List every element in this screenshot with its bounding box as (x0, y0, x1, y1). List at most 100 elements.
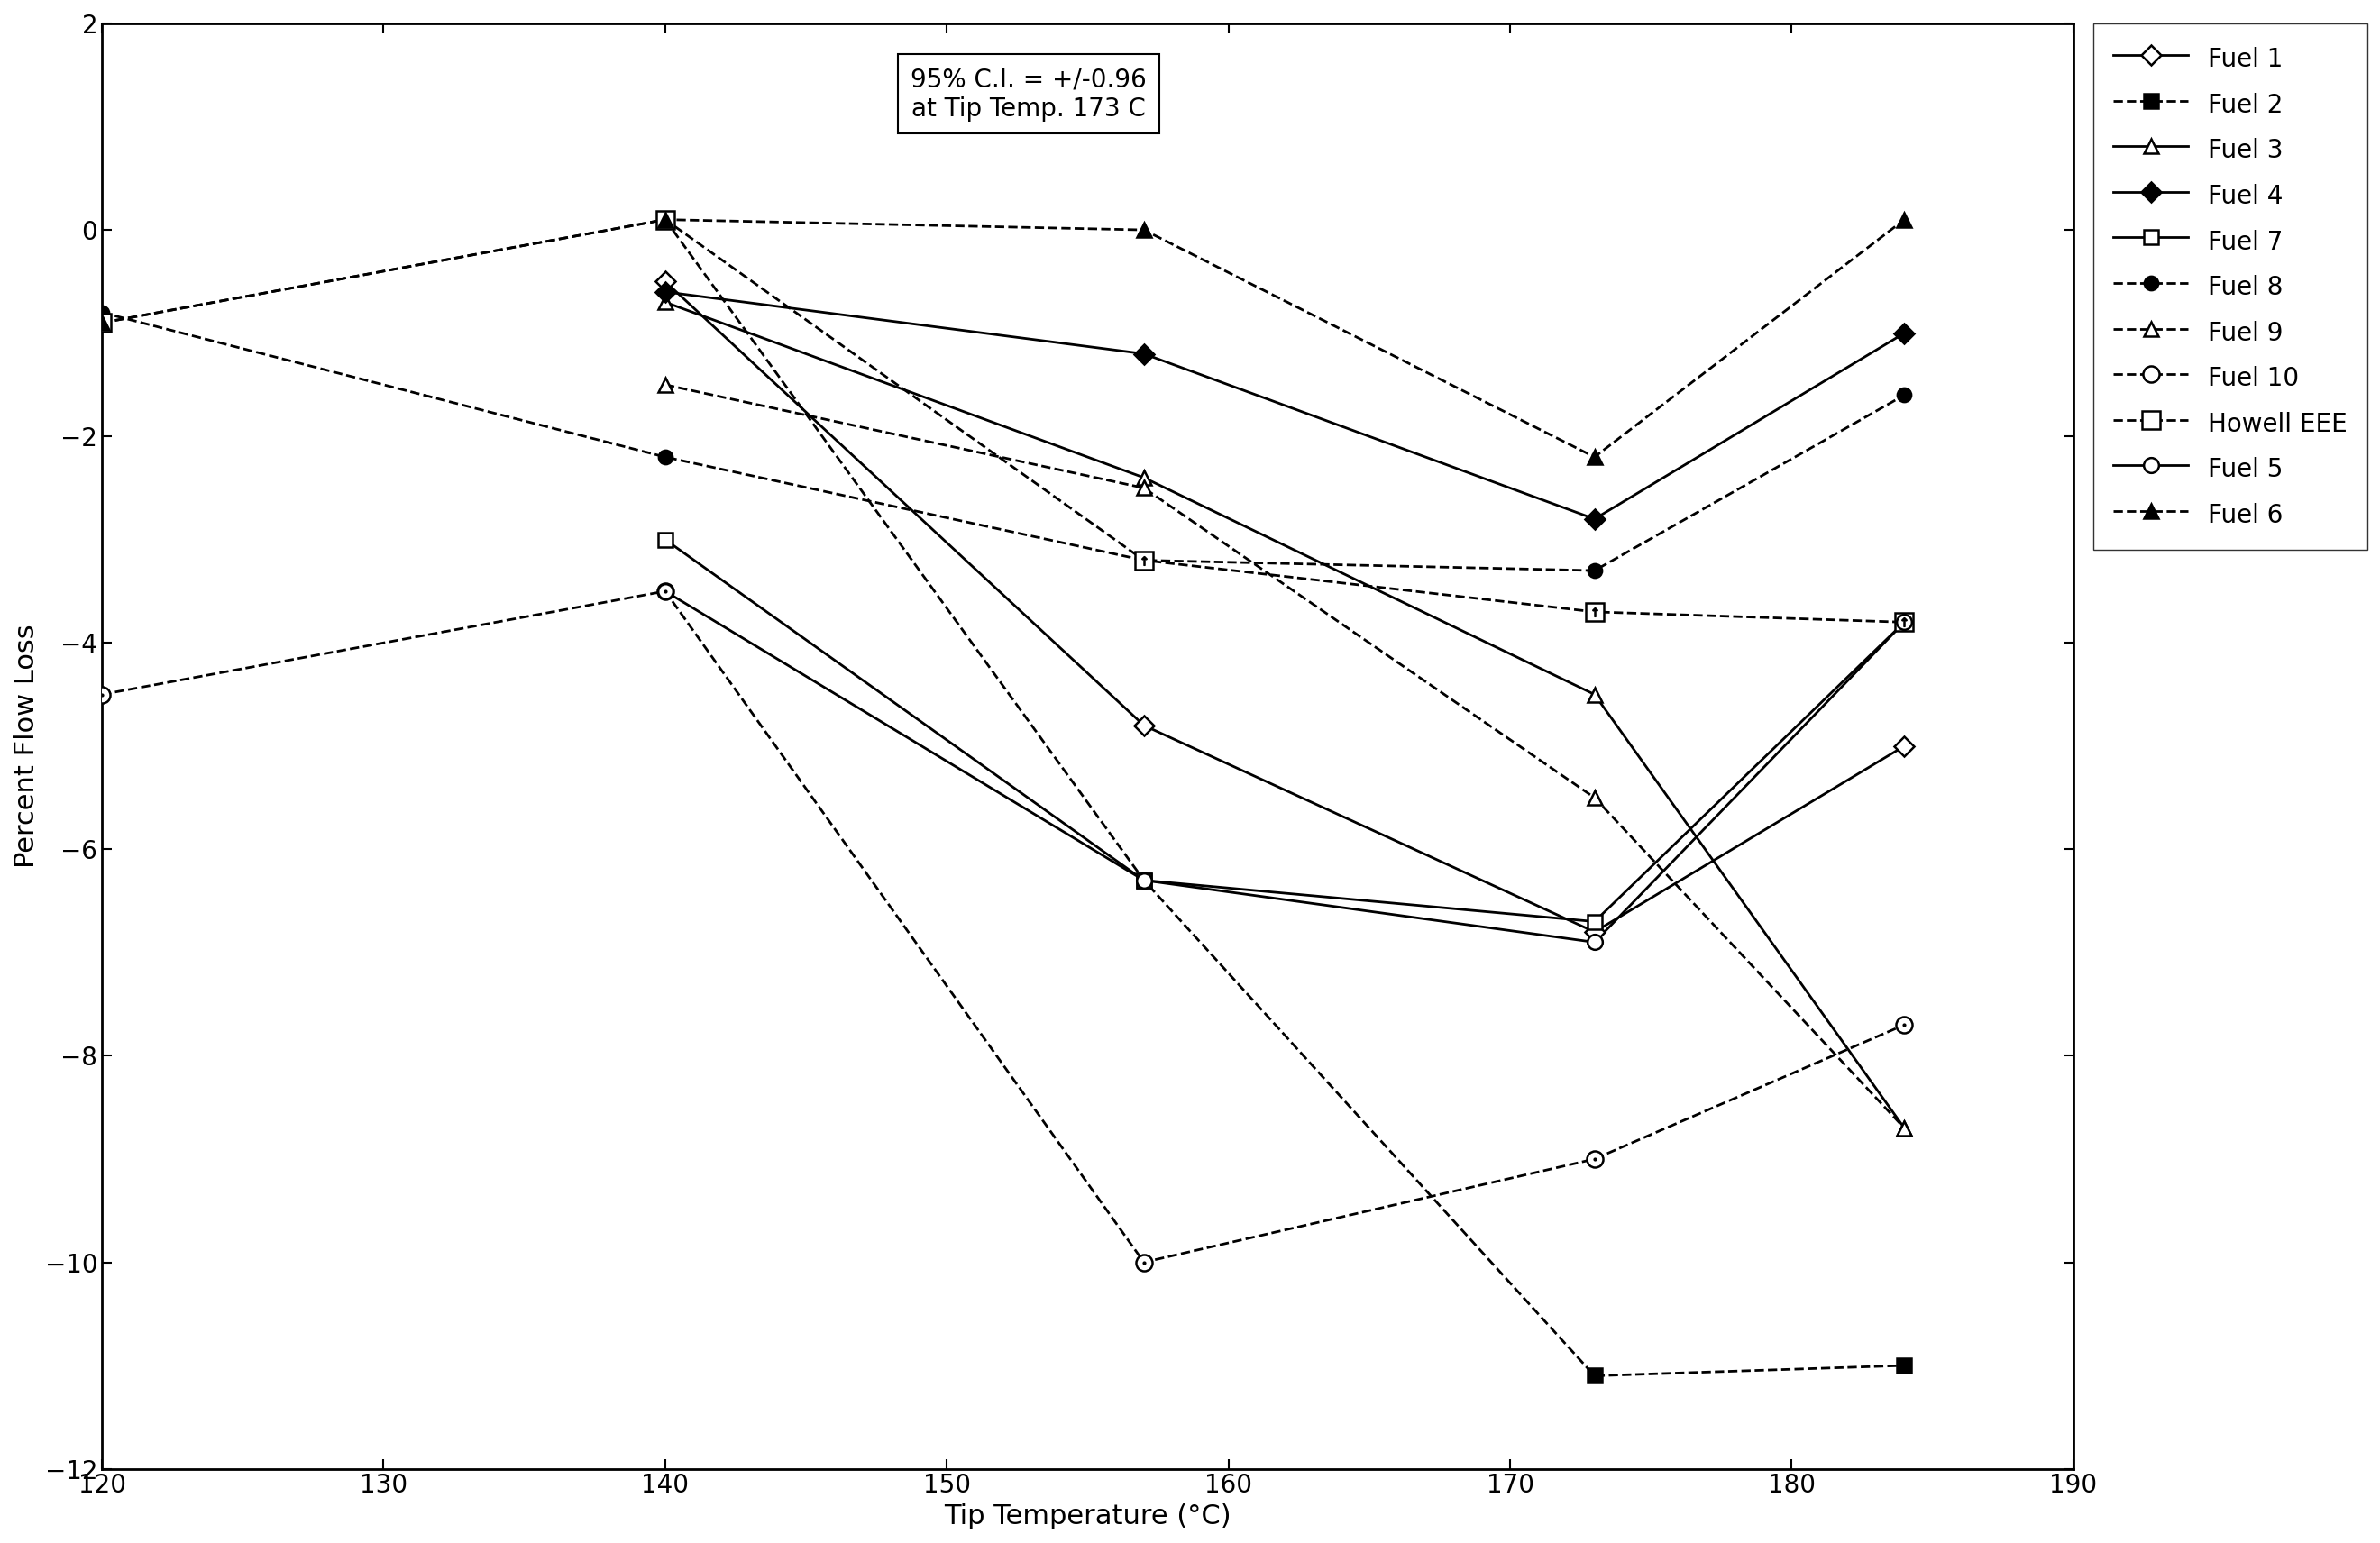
Fuel 4 (1778, 390, 1806, 409)
Fuel 6 (1154, 233, 1183, 252)
Fuel 10 (1130, 1253, 1159, 1271)
Howell EEE (1197, 559, 1226, 577)
Fuel 10 (1733, 1083, 1761, 1102)
Fuel 6 (1614, 423, 1642, 441)
Fuel 2 (1388, 1156, 1416, 1174)
Fuel 5 (1388, 907, 1416, 926)
Fuel 1 (1890, 738, 1918, 756)
Fuel 4 (1388, 440, 1416, 458)
Fuel 1 (1580, 923, 1609, 941)
Fuel 4 (1409, 447, 1438, 466)
Fuel 1 (1699, 852, 1728, 870)
Fuel 5 (1580, 934, 1609, 952)
Fuel 6 (1728, 335, 1756, 353)
Fuel 2 (1699, 1362, 1728, 1381)
Fuel 8 (93, 306, 121, 324)
Fuel 2 (1385, 1151, 1414, 1170)
Line: Fuel 7: Fuel 7 (664, 540, 1904, 921)
Fuel 3 (1385, 591, 1414, 609)
Howell EEE (1728, 608, 1756, 626)
Line: Fuel 4: Fuel 4 (664, 292, 1904, 518)
Fuel 9 (1388, 657, 1416, 676)
Fuel 6 (1583, 446, 1611, 464)
Legend: Fuel 1, Fuel 2, Fuel 3, Fuel 4, Fuel 7, Fuel 8, Fuel 9, Fuel 10, Howell EEE, Fue: Fuel 1, Fuel 2, Fuel 3, Fuel 4, Fuel 7, … (2092, 23, 2368, 549)
Line: Fuel 9: Fuel 9 (664, 384, 1904, 1128)
Fuel 10 (1890, 1015, 1918, 1034)
Fuel 5 (650, 582, 678, 600)
Fuel 10 (93, 684, 121, 702)
Fuel 6 (1161, 236, 1190, 255)
Fuel 1 (655, 276, 683, 295)
Fuel 2 (650, 210, 678, 228)
Fuel 3 (655, 295, 683, 313)
Fuel 7 (1580, 912, 1609, 930)
Fuel 10 (1202, 1236, 1230, 1254)
Fuel 7 (1699, 798, 1728, 816)
Fuel 1 (1388, 835, 1416, 853)
Howell EEE (1161, 554, 1190, 572)
Fuel 10 (88, 685, 117, 704)
Fuel 3 (1388, 593, 1416, 611)
Fuel 7 (1385, 895, 1414, 913)
Fuel 9 (1385, 654, 1414, 673)
Fuel 2 (1778, 1359, 1806, 1378)
Fuel 9 (1773, 995, 1802, 1014)
Fuel 6 (1190, 252, 1219, 270)
Fuel 8 (1728, 478, 1756, 497)
Fuel 4 (650, 282, 678, 301)
Line: Fuel 3: Fuel 3 (664, 302, 1904, 1128)
Fuel 8 (1576, 562, 1604, 580)
Fuel 9 (655, 376, 683, 395)
Fuel 6 (93, 312, 121, 330)
Fuel 6 (1890, 210, 1918, 228)
Fuel 5 (1409, 909, 1438, 927)
Fuel 7 (1409, 896, 1438, 915)
Fuel 9 (650, 375, 678, 393)
Y-axis label: Percent Flow Loss: Percent Flow Loss (14, 623, 40, 869)
Fuel 8 (1190, 552, 1219, 571)
Line: Fuel 10: Fuel 10 (102, 591, 1904, 1262)
Fuel 6 (88, 313, 117, 332)
Fuel 10 (1166, 1245, 1195, 1264)
Fuel 3 (650, 293, 678, 312)
Howell EEE (88, 313, 117, 332)
Line: Fuel 8: Fuel 8 (102, 313, 1904, 571)
Howell EEE (1614, 603, 1642, 622)
Fuel 7 (1778, 721, 1806, 739)
Fuel 1 (1409, 844, 1438, 863)
Fuel 1 (1778, 804, 1806, 822)
Fuel 7 (1890, 613, 1918, 631)
Fuel 9 (1890, 1119, 1918, 1137)
Fuel 9 (1409, 671, 1438, 690)
Fuel 5 (1778, 728, 1806, 747)
Line: Howell EEE: Howell EEE (102, 221, 1904, 622)
Fuel 2 (1890, 1356, 1918, 1375)
Fuel 4 (1580, 509, 1609, 528)
Line: Fuel 1: Fuel 1 (664, 281, 1904, 932)
Fuel 7 (650, 531, 678, 549)
Line: Fuel 5: Fuel 5 (664, 591, 1904, 943)
X-axis label: Tip Temperature (°C): Tip Temperature (°C) (945, 1503, 1230, 1529)
Fuel 3 (1695, 846, 1723, 864)
Fuel 3 (1890, 1119, 1918, 1137)
Fuel 10 (647, 582, 676, 600)
Fuel 3 (1409, 603, 1438, 622)
Fuel 4 (1385, 438, 1414, 457)
Fuel 5 (1385, 906, 1414, 924)
Fuel 1 (650, 272, 678, 290)
Fuel 3 (1773, 957, 1802, 975)
Fuel 8 (88, 304, 117, 322)
Fuel 8 (1154, 551, 1183, 569)
Fuel 1 (1385, 833, 1414, 852)
Line: Fuel 2: Fuel 2 (664, 219, 1904, 1376)
Fuel 2 (1583, 1367, 1611, 1386)
Fuel 8 (1890, 386, 1918, 404)
Howell EEE (93, 312, 121, 330)
Howell EEE (1166, 555, 1195, 574)
Fuel 4 (1890, 324, 1918, 343)
Howell EEE (1890, 613, 1918, 631)
Fuel 8 (1161, 552, 1190, 571)
Fuel 9 (1695, 910, 1723, 929)
Fuel 8 (1614, 543, 1642, 562)
Fuel 4 (655, 282, 683, 301)
